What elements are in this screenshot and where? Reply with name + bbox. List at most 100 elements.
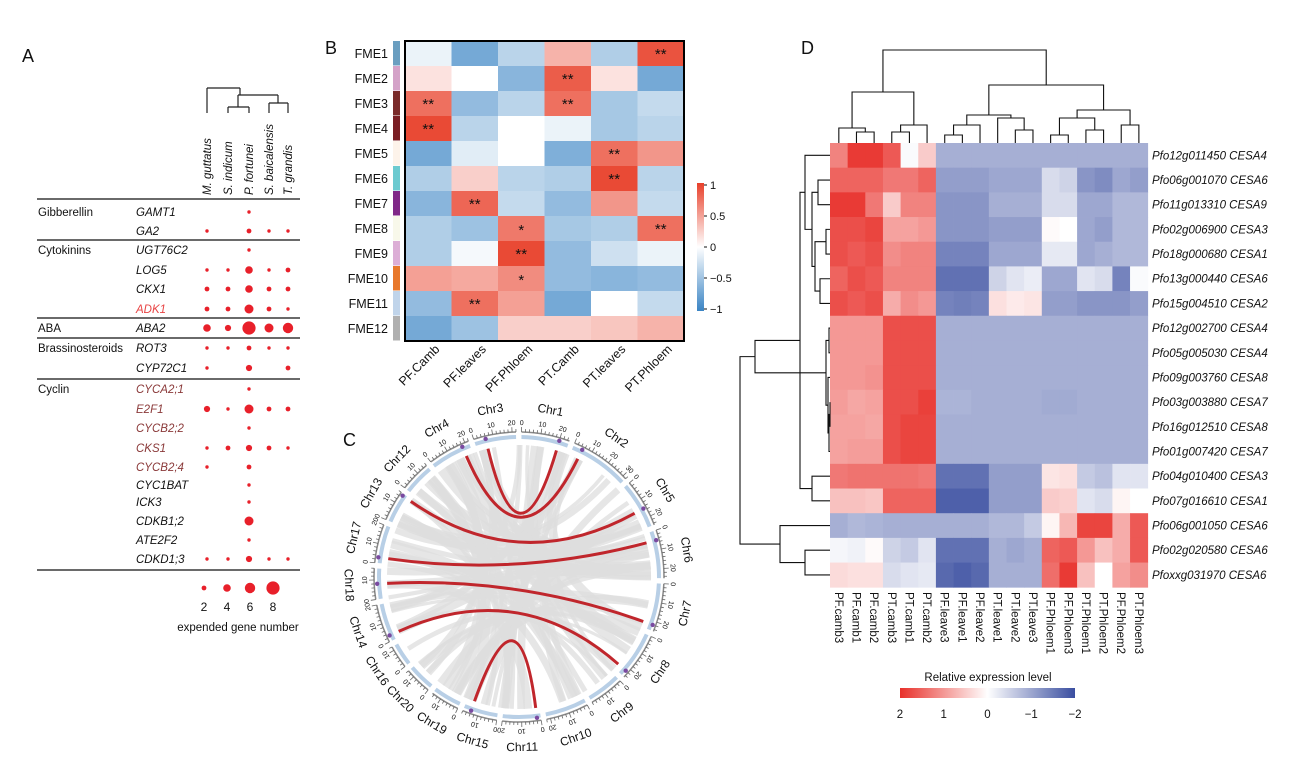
- axis-tick: [559, 433, 562, 439]
- gene-label: ROT3: [136, 343, 167, 355]
- axis-tick: [479, 434, 482, 438]
- axis-tick: [650, 513, 656, 517]
- module-label: FME6: [355, 172, 388, 186]
- axis-tick: [455, 708, 459, 714]
- axis-tick: [472, 714, 475, 718]
- heatmap-cell: [935, 241, 954, 267]
- heatmap-cell: [1006, 315, 1025, 341]
- gene-label: ICK3: [136, 497, 162, 509]
- heatmap-cell: [591, 66, 638, 92]
- heatmap-cell: [1006, 488, 1025, 514]
- axis-tick: [619, 680, 624, 685]
- heatmap-cell: [988, 266, 1007, 292]
- module-color-swatch: [393, 191, 400, 216]
- axis-tick: [372, 541, 379, 544]
- heatmap-cell: [1041, 463, 1060, 489]
- sample-column-label: PT.camb2: [920, 592, 932, 643]
- heatmap-cell: [847, 513, 866, 539]
- heatmap-cell: [953, 167, 972, 193]
- heatmap-cell: [405, 191, 452, 217]
- heatmap-cell: [1041, 488, 1060, 514]
- heatmap-cell: [847, 537, 866, 563]
- chromosome-axis: [404, 464, 427, 489]
- expansion-dot: [286, 307, 290, 311]
- chromosome-label: Chr5: [652, 475, 678, 505]
- heatmap-cell: [405, 91, 452, 117]
- axis-tick-label: 20: [508, 420, 516, 427]
- axis-tick-label: 0: [520, 420, 524, 427]
- gene-row-label: Pfo12g002700 CESA4: [1152, 323, 1268, 335]
- sample-column-label: PF.leave2: [973, 592, 985, 643]
- expansion-dot: [244, 404, 254, 414]
- chromosome-band: [646, 583, 661, 631]
- heatmap-cell: [865, 389, 884, 415]
- heatmap-cell: [1094, 143, 1113, 169]
- expansion-dot: [286, 446, 290, 450]
- heatmap-cell: [1024, 463, 1043, 489]
- chromosome-band: [406, 467, 431, 493]
- heatmap-cell: [1112, 315, 1131, 341]
- gene-label: ADK1: [135, 304, 166, 316]
- expansion-dot: [266, 306, 272, 312]
- heatmap-cell: [988, 241, 1007, 267]
- heatmap-cell: [865, 562, 884, 588]
- heatmap-cell: [882, 340, 901, 366]
- heatmap-cell: [1024, 562, 1043, 588]
- heatmap-cell: [882, 414, 901, 440]
- axis-tick: [617, 467, 620, 471]
- heatmap-cell: [1112, 241, 1131, 267]
- heatmap-cell: [1059, 143, 1078, 169]
- axis-tick-label: 0: [669, 582, 676, 586]
- axis-tick: [661, 602, 667, 605]
- axis-tick: [390, 503, 394, 506]
- heatmap-cell: [1041, 241, 1060, 267]
- synteny-link: [525, 445, 608, 677]
- heatmap-cell: [1112, 266, 1131, 292]
- heatmap-cell: [498, 66, 545, 92]
- axis-tick: [638, 493, 642, 496]
- heatmap-cell: [1130, 241, 1149, 267]
- module-color-swatch: [393, 266, 400, 291]
- column-label: PF.Phloem: [483, 342, 536, 395]
- heatmap-cell: [882, 488, 901, 514]
- axis-tick: [373, 550, 377, 552]
- chromosome-axis: [655, 529, 665, 579]
- heatmap-cell: [882, 192, 901, 218]
- gene-label: CKX1: [136, 284, 166, 296]
- module-color-swatch: [393, 141, 400, 166]
- axis-tick: [452, 444, 455, 448]
- heatmap-cell: [1024, 488, 1043, 514]
- significance-mark: **: [469, 296, 481, 313]
- highlighted-link: [409, 500, 636, 544]
- gene-marker: [460, 444, 465, 450]
- heatmap-cell: [971, 463, 990, 489]
- heatmap-cell: [1094, 389, 1113, 415]
- axis-tick: [655, 625, 659, 628]
- heatmap-cell: [1041, 365, 1060, 391]
- heatmap-cell: [971, 488, 990, 514]
- heatmap-cell: [1077, 192, 1096, 218]
- module-label: FME3: [355, 97, 388, 111]
- heatmap-cell: [918, 266, 937, 292]
- axis-tick-label: 10: [407, 462, 418, 473]
- module-color-swatch: [393, 166, 400, 191]
- heatmap-cell: [1024, 340, 1043, 366]
- axis-tick: [394, 496, 398, 500]
- gene-label: CYCB2;2: [136, 423, 185, 435]
- heatmap-cell: [1059, 167, 1078, 193]
- heatmap-cell: [1112, 414, 1131, 440]
- heatmap-cell: [935, 291, 954, 317]
- axis-tick: [412, 473, 416, 477]
- heatmap-cell: [1077, 414, 1096, 440]
- heatmap-cell: [1041, 414, 1060, 440]
- sample-column-label: PF.Phloem3: [1061, 592, 1073, 654]
- axis-tick-label: 10: [487, 422, 496, 430]
- axis-tick: [491, 719, 494, 723]
- heatmap-cell: [544, 266, 592, 292]
- heatmap-cell: [830, 217, 849, 243]
- axis-tick-label: 20: [371, 517, 380, 527]
- axis-tick: [607, 691, 611, 694]
- heatmap-cell: [830, 143, 849, 169]
- heatmap-cell: [865, 414, 884, 440]
- chromosome-band: [410, 666, 433, 688]
